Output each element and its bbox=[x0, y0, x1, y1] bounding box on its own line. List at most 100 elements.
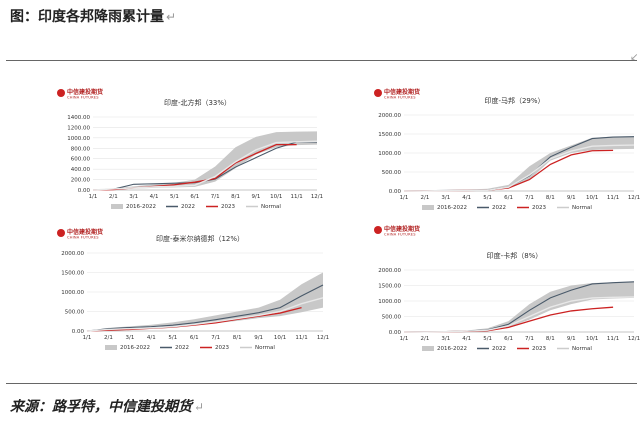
x-tick-label: 10/1 bbox=[274, 335, 286, 341]
legend-label: 2016-2022 bbox=[126, 204, 156, 210]
logo-mark bbox=[374, 226, 382, 234]
chart-title: 印度-马邦（29%） bbox=[484, 96, 544, 105]
chart-title: 印度-卡邦（8%） bbox=[487, 251, 543, 260]
series-line-2023 bbox=[403, 149, 614, 192]
x-tick-label: 9/1 bbox=[567, 195, 576, 201]
x-tick-label: 5/1 bbox=[483, 195, 492, 201]
x-tick-label: 12/1 bbox=[628, 195, 640, 201]
x-tick-label: 2/1 bbox=[104, 335, 113, 341]
legend-label: Normal bbox=[572, 346, 592, 352]
logo-text-cn: 中信建投期货 bbox=[67, 228, 103, 236]
series-line-normal bbox=[92, 140, 318, 191]
logo-text-en: CHINA FUTURES bbox=[67, 96, 99, 100]
x-tick-label: 1/1 bbox=[89, 194, 98, 200]
legend-label: 2022 bbox=[181, 204, 195, 210]
y-tick-label: 1500.00 bbox=[378, 284, 401, 290]
x-tick-label: 10/1 bbox=[270, 194, 282, 200]
legend-label: Normal bbox=[572, 205, 592, 211]
x-tick-label: 3/1 bbox=[441, 195, 450, 201]
logo-text-en: CHINA FUTURES bbox=[67, 236, 99, 240]
legend-label: 2022 bbox=[175, 345, 189, 351]
x-tick-label: 5/1 bbox=[483, 336, 492, 342]
legend-label: 2023 bbox=[532, 346, 546, 352]
legend-label: 2022 bbox=[492, 346, 506, 352]
legend-label: Normal bbox=[261, 204, 281, 210]
x-tick-label: 6/1 bbox=[190, 335, 199, 341]
top-divider bbox=[6, 60, 637, 61]
x-tick-label: 2/1 bbox=[420, 336, 429, 342]
y-tick-label: 400.00 bbox=[71, 167, 91, 173]
series-line-normal bbox=[403, 296, 635, 333]
y-tick-label: 1400.00 bbox=[67, 115, 90, 121]
y-tick-label: 0.00 bbox=[389, 330, 402, 336]
x-tick-label: 11/1 bbox=[607, 336, 619, 342]
x-tick-label: 11/1 bbox=[295, 335, 307, 341]
logo-text-cn: 中信建投期货 bbox=[384, 88, 420, 96]
y-tick-label: 500.00 bbox=[382, 170, 402, 176]
x-tick-label: 4/1 bbox=[462, 336, 471, 342]
x-tick-label: 12/1 bbox=[317, 335, 329, 341]
y-tick-label: 1500.00 bbox=[378, 132, 401, 138]
chart-title: 印度-北方邦（33%） bbox=[164, 98, 231, 107]
x-tick-label: 9/1 bbox=[254, 335, 263, 341]
x-tick-label: 6/1 bbox=[504, 195, 513, 201]
series-line-2023 bbox=[86, 306, 302, 332]
logo-text-cn: 中信建投期货 bbox=[384, 225, 420, 233]
x-tick-label: 4/1 bbox=[150, 194, 159, 200]
y-tick-label: 200.00 bbox=[71, 178, 91, 184]
legend-label: 2023 bbox=[532, 205, 546, 211]
y-tick-label: 1000.00 bbox=[61, 290, 84, 296]
x-tick-label: 5/1 bbox=[170, 194, 179, 200]
x-tick-label: 9/1 bbox=[567, 336, 576, 342]
logo-mark bbox=[57, 229, 65, 237]
legend-label: 2016-2022 bbox=[437, 205, 467, 211]
legend-label: 2016-2022 bbox=[120, 345, 150, 351]
series-line-2023 bbox=[403, 306, 614, 333]
y-tick-label: 0.00 bbox=[78, 188, 91, 194]
legend-label: 2023 bbox=[221, 204, 235, 210]
x-tick-label: 3/1 bbox=[441, 336, 450, 342]
x-tick-label: 7/1 bbox=[211, 335, 220, 341]
x-tick-label: 8/1 bbox=[231, 194, 240, 200]
x-tick-label: 5/1 bbox=[168, 335, 177, 341]
logo-mark bbox=[374, 89, 382, 97]
series-line-normal bbox=[403, 144, 635, 192]
x-tick-label: 11/1 bbox=[607, 195, 619, 201]
y-tick-label: 1000.00 bbox=[378, 299, 401, 305]
y-tick-label: 1500.00 bbox=[61, 271, 84, 277]
band-2016-2022 bbox=[87, 272, 323, 331]
chart-title: 印度-泰米尔纳德邦（12%） bbox=[156, 234, 244, 243]
x-tick-label: 4/1 bbox=[462, 195, 471, 201]
legend-label: 2016-2022 bbox=[437, 346, 467, 352]
legend-swatch bbox=[105, 345, 117, 350]
page-title: 图：印度各邦降雨累计量 ↵ bbox=[10, 9, 177, 25]
y-tick-label: 500.00 bbox=[382, 315, 402, 321]
legend-swatch bbox=[422, 346, 434, 351]
legend-label: 2022 bbox=[492, 205, 506, 211]
x-tick-label: 2/1 bbox=[109, 194, 118, 200]
x-tick-label: 11/1 bbox=[290, 194, 302, 200]
x-tick-label: 7/1 bbox=[525, 336, 534, 342]
logo-text-en: CHINA FUTURES bbox=[384, 96, 416, 100]
y-tick-label: 600.00 bbox=[71, 157, 91, 163]
legend-label: 2023 bbox=[215, 345, 229, 351]
x-tick-label: 2/1 bbox=[420, 195, 429, 201]
y-tick-label: 2000.00 bbox=[61, 251, 84, 257]
x-tick-label: 6/1 bbox=[190, 194, 199, 200]
series-line-normal bbox=[86, 297, 324, 332]
y-tick-label: 0.00 bbox=[389, 189, 402, 195]
top-divider-mark: ↙ bbox=[630, 52, 639, 63]
series-line-2022 bbox=[86, 284, 324, 332]
y-tick-label: 800.00 bbox=[71, 146, 91, 152]
logo-mark bbox=[57, 89, 65, 97]
source-note: 来源：路孚特，中信建投期货 ↵ bbox=[10, 399, 205, 415]
